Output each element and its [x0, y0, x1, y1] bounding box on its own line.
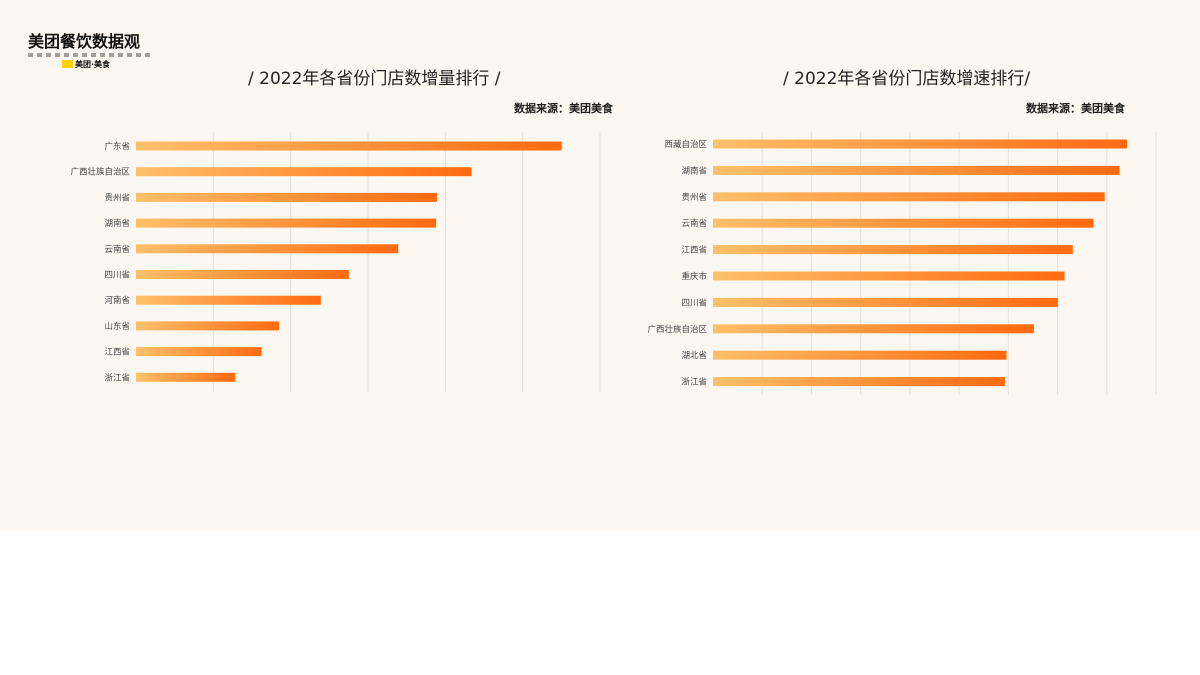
right-category-label: 江西省 [681, 245, 707, 256]
left-chart-source: 数据来源：美团美食 [514, 102, 613, 115]
left-category-label: 湖南省 [104, 218, 130, 229]
left-category-label: 云南省 [104, 244, 130, 255]
left-chart-title: / 2022年各省份门店数增量排行 / [248, 69, 501, 89]
right-category-label: 湖北省 [681, 350, 707, 361]
left-bar [136, 295, 321, 305]
brand-sub-text: 美团·美食 [75, 60, 111, 69]
right-bar [713, 324, 1034, 334]
right-category-label: 云南省 [681, 218, 707, 229]
left-bar [136, 167, 472, 177]
right-category-label: 四川省 [681, 297, 707, 308]
left-bar [136, 244, 399, 254]
right-category-label: 浙江省 [681, 377, 707, 388]
left-category-label: 河南省 [104, 295, 130, 306]
left-bar [136, 218, 437, 228]
right-category-label: 重庆市 [681, 271, 707, 282]
right-bar [713, 165, 1120, 175]
left-category-label: 四川省 [104, 270, 130, 281]
right-chart-title: / 2022年各省份门店数增速排行/ [783, 69, 1031, 89]
left-category-label: 江西省 [104, 347, 130, 358]
left-category-label: 广东省 [104, 141, 130, 152]
right-bar [713, 245, 1073, 255]
right-bar [713, 297, 1058, 307]
right-chart-source: 数据来源：美团美食 [1026, 102, 1125, 115]
meituan-mark-icon [62, 60, 73, 68]
right-category-label: 贵州省 [681, 192, 707, 203]
brand-sub-label: 美团·美食 [62, 60, 168, 70]
right-bar [713, 192, 1105, 202]
left-category-label: 贵州省 [104, 192, 130, 203]
left-category-label: 浙江省 [104, 372, 130, 383]
left-bar [136, 141, 562, 151]
brand-dots [28, 53, 150, 57]
left-category-label: 广西壮族自治区 [70, 167, 130, 178]
right-category-label: 广西壮族自治区 [647, 324, 707, 335]
left-bar [136, 270, 349, 279]
right-bar [713, 218, 1094, 228]
slide-background: 美团餐饮数据观 美团·美食 / 2022年各省份门店数增量排行 / 数据来源：美… [0, 0, 1200, 530]
left-bar [136, 347, 262, 357]
left-category-label: 山东省 [104, 321, 130, 332]
right-bar [713, 139, 1128, 149]
right-category-label: 西藏自治区 [664, 139, 707, 150]
left-bar [136, 372, 236, 382]
left-bar [136, 321, 280, 331]
right-bar [713, 377, 1005, 387]
right-bar [713, 350, 1007, 360]
brand-title: 美团餐饮数据观 [28, 32, 141, 51]
right-category-label: 湖南省 [681, 165, 707, 176]
left-bar [136, 192, 437, 202]
right-bar [713, 271, 1065, 281]
brand-logo: 美团餐饮数据观 美团·美食 [28, 32, 168, 70]
